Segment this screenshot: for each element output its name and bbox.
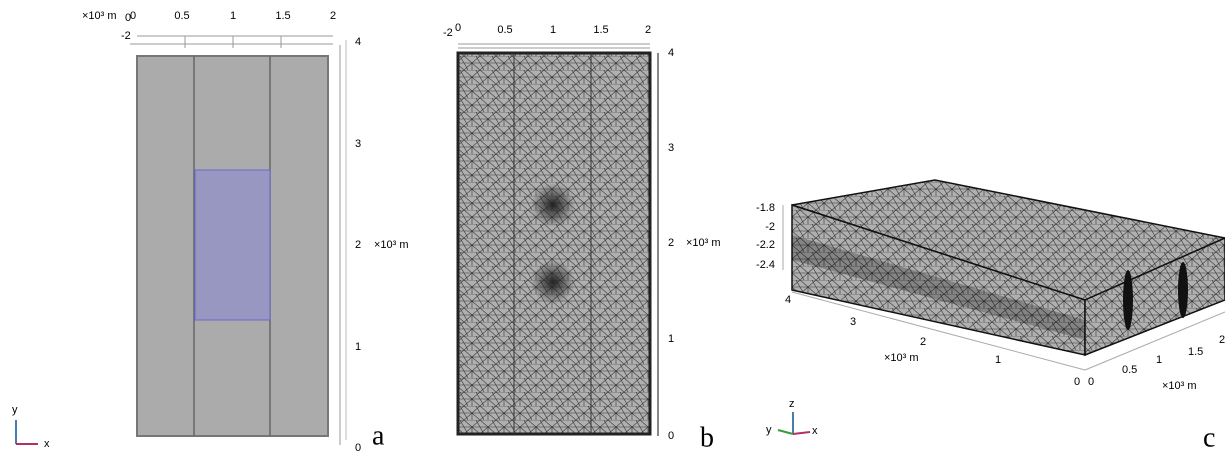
unit-label: ×10³ m [686,237,721,249]
tick-label: 2 [1219,334,1225,346]
tick-label: 3 [668,142,674,154]
tick-label: -2.4 [756,259,775,271]
tick-label: 0 [455,22,461,34]
tick-label: 1.5 [593,24,608,36]
tick-label: 1 [1156,354,1162,366]
panel-c: -1.8 -2 -2.2 -2.4 4 3 2 1 0 ×10³ m 0 0.5… [756,179,1225,453]
tick-label: 0 [1088,376,1094,388]
tick-label: 3 [850,316,856,328]
tick-label: 0 [668,430,674,442]
tick-label: 0.5 [1122,364,1137,376]
unit-label: ×10³ m [884,352,919,364]
axis-y: y [12,404,18,416]
tick-label: 1.5 [275,10,290,22]
tick-label: 1 [230,10,236,22]
panel-label: a [372,420,385,451]
axis-x: x [44,438,50,450]
tick-label: 0 [355,442,361,452]
tick-label: 1 [995,354,1001,366]
scale-unit: ×10³ m [82,10,117,22]
unit-label: ×10³ m [374,239,409,251]
unit-label: ×10³ m [1162,380,1197,392]
tick-label: 1 [550,24,556,36]
panel-label: b [700,422,714,452]
tick-label: 0 [125,12,131,24]
axis-z: z [789,398,795,410]
tick-label: 2 [668,237,674,249]
tick-label: 2 [355,239,361,251]
tick-label: -2 [443,27,453,39]
tick-label: 1 [668,333,674,345]
axis-x: x [812,425,818,437]
panel-a: ×10³ m 0 -2 0 0.5 1 1.5 2 4 3 2 1 0 ×10³… [12,10,409,454]
panel-label: c [1203,422,1215,452]
tick-label: -2 [121,30,131,42]
tick-label: 4 [785,294,791,306]
tick-label: 0.5 [174,10,189,22]
tick-label: 4 [355,36,361,48]
tick-label: 3 [355,138,361,150]
tick-label: 2 [330,10,336,22]
tick-label: 0 [130,10,136,22]
tick-label: 4 [668,47,674,59]
tick-label: 1 [355,341,361,353]
tick-label: 0 [1074,376,1080,388]
tick-label: 2 [920,336,926,348]
tick-label: -2.2 [756,239,775,251]
tick-label: 0.5 [497,24,512,36]
panel-b: -2 0 0.5 1 1.5 2 4 3 2 1 0 ×10³ m b [443,22,721,454]
tick-label: 1.5 [1188,346,1203,358]
tick-label: 2 [645,24,651,36]
axis-y: y [766,424,772,436]
tick-label: -1.8 [756,202,775,214]
tick-label: -2 [765,221,775,233]
